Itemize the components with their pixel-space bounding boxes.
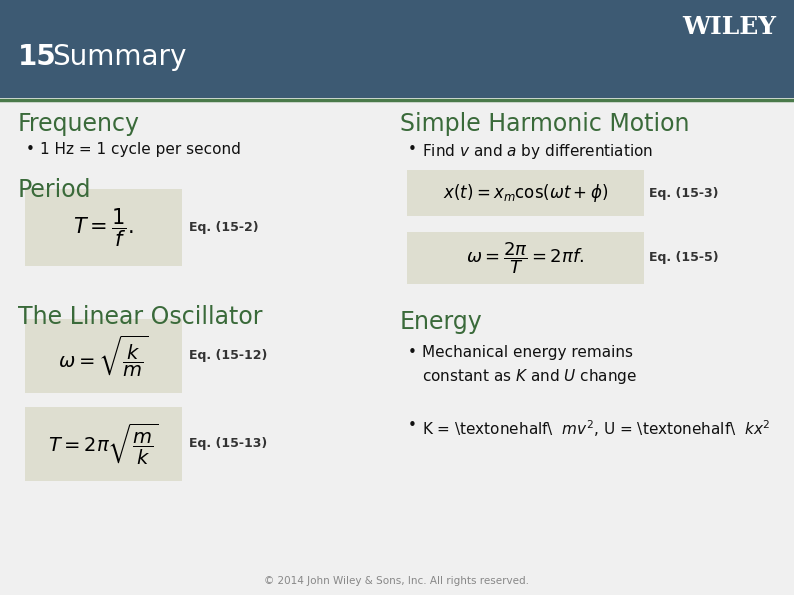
FancyBboxPatch shape bbox=[407, 170, 644, 216]
Text: Mechanical energy remains
constant as $K$ and $U$ change: Mechanical energy remains constant as $K… bbox=[422, 345, 637, 386]
Text: $\omega = \sqrt{\dfrac{k}{m}}$: $\omega = \sqrt{\dfrac{k}{m}}$ bbox=[58, 333, 148, 378]
Text: Summary: Summary bbox=[52, 43, 187, 71]
FancyBboxPatch shape bbox=[0, 0, 794, 98]
Text: Frequency: Frequency bbox=[18, 112, 140, 136]
Text: Eq. (15-5): Eq. (15-5) bbox=[649, 252, 719, 265]
FancyBboxPatch shape bbox=[25, 407, 182, 481]
Text: The Linear Oscillator: The Linear Oscillator bbox=[18, 305, 263, 329]
Text: Simple Harmonic Motion: Simple Harmonic Motion bbox=[400, 112, 689, 136]
Text: WILEY: WILEY bbox=[682, 15, 776, 39]
Text: $T = 2\pi\sqrt{\dfrac{m}{k}}$: $T = 2\pi\sqrt{\dfrac{m}{k}}$ bbox=[48, 421, 159, 466]
FancyBboxPatch shape bbox=[25, 319, 182, 393]
Text: © 2014 John Wiley & Sons, Inc. All rights reserved.: © 2014 John Wiley & Sons, Inc. All right… bbox=[264, 576, 530, 586]
FancyBboxPatch shape bbox=[25, 189, 182, 266]
Text: $T = \dfrac{1}{f}.$: $T = \dfrac{1}{f}.$ bbox=[73, 206, 134, 249]
Text: Eq. (15-12): Eq. (15-12) bbox=[189, 349, 268, 362]
Text: Eq. (15-3): Eq. (15-3) bbox=[649, 186, 719, 199]
Text: $x(t) = x_m\cos(\omega t + \phi)$: $x(t) = x_m\cos(\omega t + \phi)$ bbox=[443, 182, 608, 204]
Text: •: • bbox=[408, 418, 417, 433]
Text: Find $v$ and $a$ by differentiation: Find $v$ and $a$ by differentiation bbox=[422, 142, 653, 161]
Text: •: • bbox=[408, 345, 417, 360]
Text: Eq. (15-2): Eq. (15-2) bbox=[189, 221, 259, 234]
Text: 1 Hz = 1 cycle per second: 1 Hz = 1 cycle per second bbox=[40, 142, 241, 157]
Text: 15: 15 bbox=[18, 43, 56, 71]
FancyBboxPatch shape bbox=[407, 232, 644, 284]
Text: Eq. (15-13): Eq. (15-13) bbox=[189, 437, 268, 450]
Text: •: • bbox=[408, 142, 417, 157]
Text: •: • bbox=[26, 142, 35, 157]
Text: Period: Period bbox=[18, 178, 91, 202]
Text: Energy: Energy bbox=[400, 310, 483, 334]
Text: K = \textonehalf\  $mv^2$, U = \textonehalf\  $kx^2$: K = \textonehalf\ $mv^2$, U = \textoneha… bbox=[422, 418, 771, 439]
Text: $\omega = \dfrac{2\pi}{T} = 2\pi f.$: $\omega = \dfrac{2\pi}{T} = 2\pi f.$ bbox=[466, 240, 584, 276]
